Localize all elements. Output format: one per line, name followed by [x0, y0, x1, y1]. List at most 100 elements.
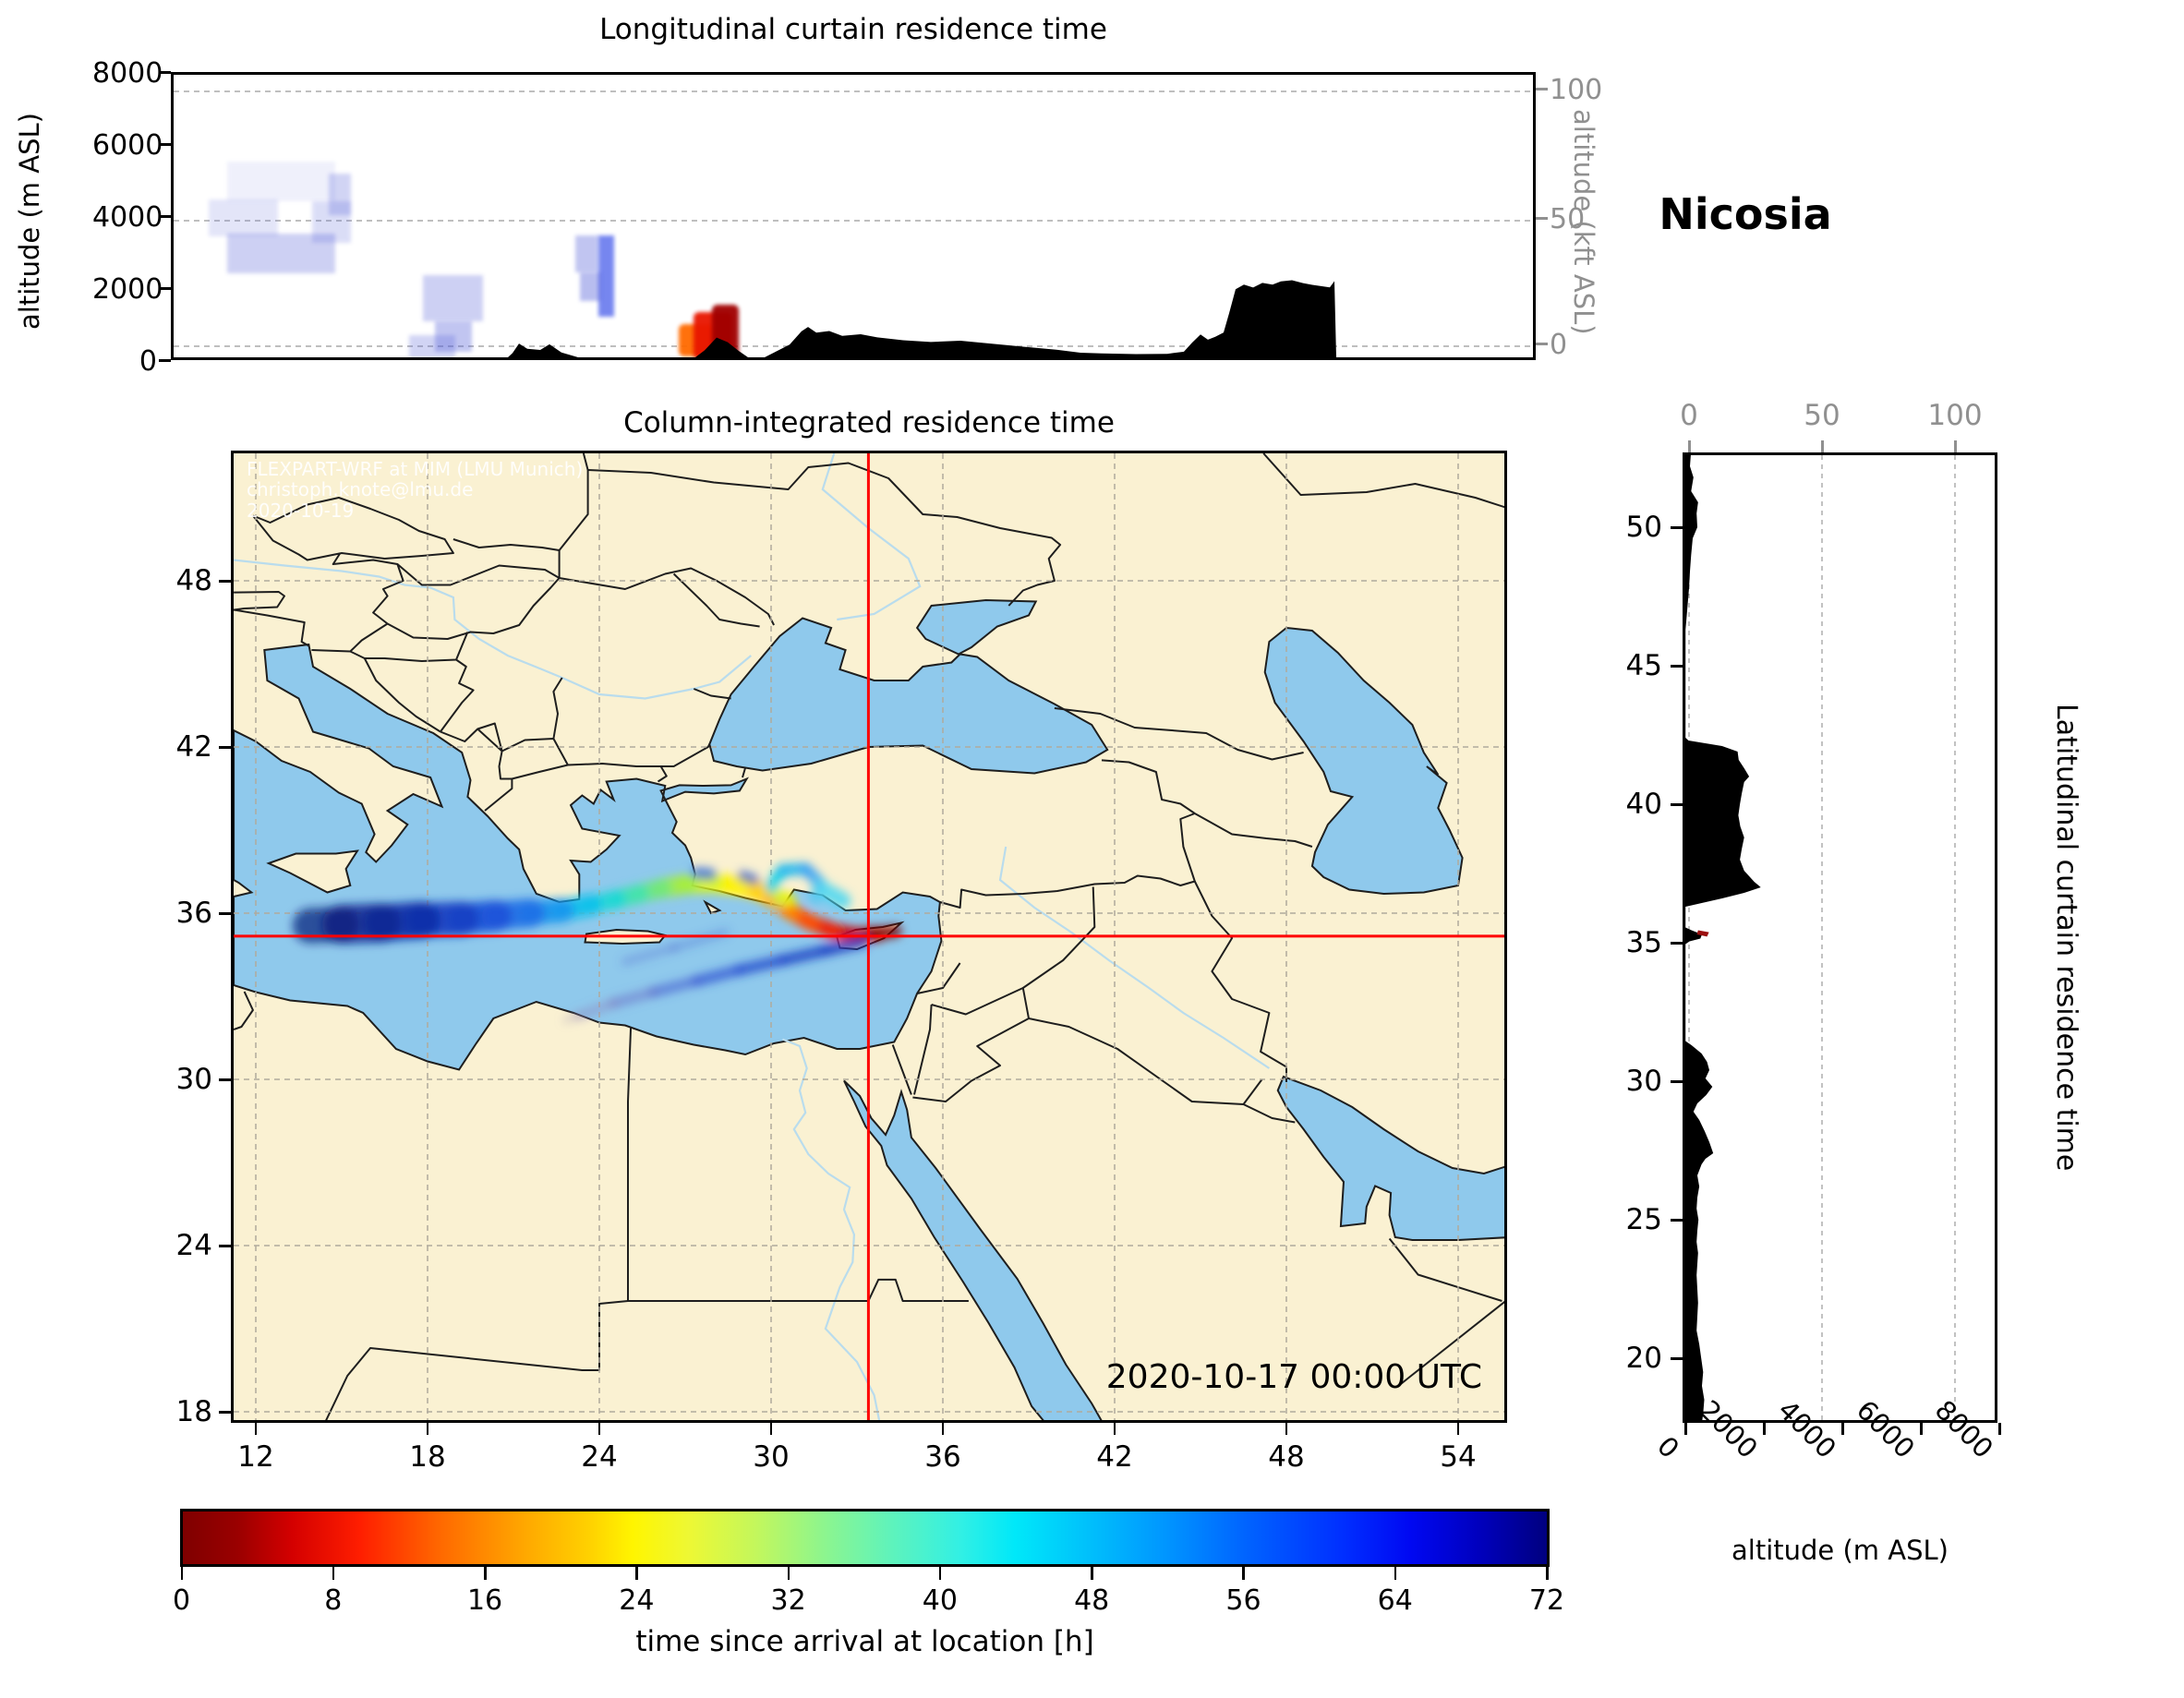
plume-sliver: [1696, 930, 1709, 937]
map-xtick-label: 18: [409, 1440, 446, 1474]
map-watermark: FLEXPART-WRF at MIM (LMU Munich) christo…: [247, 458, 584, 522]
map-xtick-label: 48: [1268, 1440, 1305, 1474]
top-panel-ytick-label-right: 100: [1550, 74, 1603, 106]
terrain-profile: [1685, 455, 1761, 1420]
colorbar-tick-label: 72: [1528, 1584, 1565, 1617]
right-panel-right-label: Latitudinal curtain residence time: [2050, 704, 2082, 1172]
map-xtick-label: 24: [581, 1440, 618, 1474]
map-xtick-label: 12: [237, 1440, 274, 1474]
colorbar-tick-label: 8: [324, 1584, 343, 1617]
right-curtain-plot: [1685, 455, 1956, 1420]
tick-mark: [1091, 1567, 1093, 1580]
tick-mark: [597, 1423, 601, 1435]
colorbar-label: time since arrival at location [h]: [635, 1625, 1094, 1658]
map-ytick-label: 42: [175, 730, 212, 764]
map-ytick-label: 48: [175, 564, 212, 597]
right-panel-ytick-label: 20: [1625, 1342, 1662, 1375]
tick-mark: [1671, 665, 1683, 668]
tick-mark: [1688, 440, 1691, 452]
tick-mark: [1841, 1423, 1844, 1435]
tick-mark: [219, 580, 231, 583]
sea-caspian: [1263, 626, 1464, 896]
right-panel-top-tick-label: 50: [1804, 399, 1840, 432]
colorbar-tick-label: 32: [770, 1584, 806, 1617]
colorbar-gradient: [183, 1511, 1547, 1564]
map-ytick-label: 36: [175, 897, 212, 930]
colorbar-tick-label: 40: [922, 1584, 958, 1617]
sea-gulf: [1276, 1075, 1504, 1241]
tick-mark: [1671, 803, 1683, 806]
map-ytick-label: 30: [175, 1063, 212, 1096]
right-panel-ytick-label: 25: [1625, 1203, 1662, 1236]
tick-mark: [219, 912, 231, 915]
right-panel-ytick-label: 30: [1625, 1065, 1662, 1098]
right-panel-ytick-label: 35: [1625, 926, 1662, 959]
tick-mark: [1242, 1567, 1245, 1580]
tick-mark: [1671, 1357, 1683, 1360]
tick-mark: [787, 1567, 790, 1580]
top-panel-ytick-label: 4000: [92, 201, 163, 234]
colorbar-tick-label: 0: [172, 1584, 191, 1617]
tick-mark: [769, 1423, 773, 1435]
map-frame: FLEXPART-WRF at MIM (LMU Munich) christo…: [231, 451, 1507, 1423]
right-panel-top-tick-label: 100: [1927, 399, 1983, 432]
tick-mark: [219, 1078, 231, 1081]
tick-mark: [1684, 1423, 1687, 1435]
tick-mark: [1998, 1423, 2001, 1435]
tick-mark: [426, 1423, 429, 1435]
tick-mark: [332, 1567, 335, 1580]
tick-mark: [1113, 1423, 1116, 1435]
tick-mark: [219, 746, 231, 749]
map-ytick-label: 24: [175, 1229, 212, 1262]
colorbar-tick-label: 56: [1225, 1584, 1261, 1617]
right-panel-top-tick-label: 0: [1680, 399, 1698, 432]
tick-mark: [159, 359, 171, 362]
colorbar: [180, 1509, 1550, 1567]
tick-mark: [1536, 217, 1548, 220]
tick-mark: [159, 143, 171, 146]
right-panel-frame: [1683, 452, 1997, 1423]
colorbar-tick-label: 16: [466, 1584, 503, 1617]
sea-redsea: [843, 1079, 1103, 1420]
tick-mark: [484, 1567, 487, 1580]
tick-mark: [1671, 942, 1683, 945]
tick-mark: [219, 1411, 231, 1414]
tick-mark: [1954, 440, 1957, 452]
top-panel-ytick-label: 0: [139, 345, 157, 378]
tick-mark: [254, 1423, 258, 1435]
map-ytick-label: 18: [175, 1395, 212, 1428]
watermark-line-1: FLEXPART-WRF at MIM (LMU Munich): [247, 458, 584, 480]
tick-mark: [941, 1423, 945, 1435]
island-sicily: [266, 849, 359, 894]
tick-mark: [938, 1567, 942, 1580]
map-xtick-label: 42: [1096, 1440, 1133, 1474]
top-panel-frame: [171, 72, 1536, 360]
tick-mark: [1671, 1219, 1683, 1222]
map-xtick-label: 30: [753, 1440, 790, 1474]
right-panel-xlabel: altitude (m ASL): [1732, 1535, 1949, 1566]
top-panel-ytick-label-right: 50: [1550, 203, 1586, 235]
top-panel-ytick-label: 8000: [92, 57, 163, 90]
top-panel-ytick-label: 6000: [92, 129, 163, 162]
island-rhodes: [703, 899, 722, 915]
map-xtick-label: 36: [924, 1440, 961, 1474]
tick-mark: [635, 1567, 638, 1580]
colorbar-tick-label: 24: [619, 1584, 655, 1617]
watermark-line-3: 2020-10-19: [247, 499, 355, 522]
colorbar-tick-label: 64: [1377, 1584, 1413, 1617]
tick-mark: [159, 215, 171, 218]
tick-mark: [1671, 1080, 1683, 1083]
top-panel-title: Longitudinal curtain residence time: [599, 13, 1107, 46]
tick-mark: [1394, 1567, 1397, 1580]
sea-azov: [915, 598, 1038, 656]
tick-mark: [1671, 526, 1683, 529]
map-date-label: 2020-10-17 00:00 UTC: [1105, 1358, 1482, 1396]
colorbar-tick-label: 48: [1074, 1584, 1110, 1617]
tick-mark: [1456, 1423, 1460, 1435]
tick-mark: [219, 1245, 231, 1247]
right-panel-ytick-label: 50: [1625, 511, 1662, 544]
top-panel-ylabel-left: altitude (m ASL): [14, 113, 45, 331]
top-panel-ylabel-right: altitude (kft ASL): [1568, 108, 1599, 335]
tick-mark: [159, 287, 171, 290]
